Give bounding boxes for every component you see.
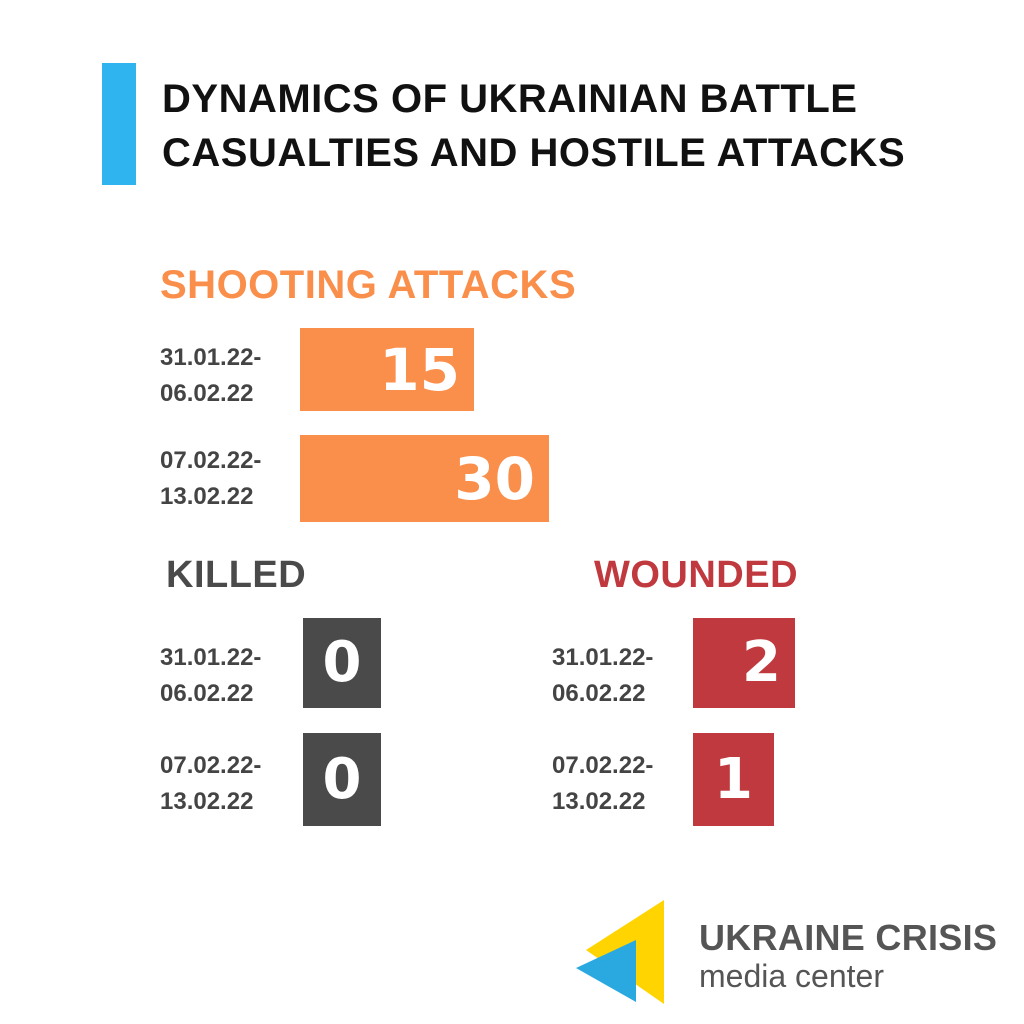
period-start: 07.02.22-	[160, 752, 262, 779]
period-start: 31.01.22-	[160, 644, 262, 671]
ukraine-crisis-media-center-logo: UKRAINE CRISIS media center	[576, 900, 998, 1010]
shooting-value-week-2: 30	[454, 444, 535, 513]
killed-box-week-2: 0	[303, 733, 381, 826]
killed-value-week-1: 0	[322, 630, 362, 695]
period-end: 06.02.22	[160, 380, 254, 407]
shooting-bar-week-1: 15	[300, 328, 474, 411]
period-start: 31.01.22-	[160, 344, 262, 371]
period-end: 13.02.22	[160, 788, 254, 815]
wounded-value-week-1: 2	[742, 630, 781, 695]
wounded-box-week-2: 1	[693, 733, 774, 826]
page-title: DYNAMICS OF UKRAINIAN BATTLE CASUALTIES …	[162, 72, 992, 180]
killed-row-2-label: 07.02.22- 13.02.22	[160, 748, 261, 820]
shooting-row-2-label: 07.02.22- 13.02.22	[160, 443, 261, 515]
shooting-row-1-label: 31.01.22- 06.02.22	[160, 340, 261, 412]
killed-box-week-1: 0	[303, 618, 381, 708]
logo-text-line-2: media center	[699, 958, 884, 994]
period-start: 07.02.22-	[160, 447, 262, 474]
title-line-2: CASUALTIES AND HOSTILE ATTACKS	[162, 131, 906, 175]
title-accent-bar	[102, 63, 136, 185]
period-start: 07.02.22-	[552, 752, 654, 779]
logo-text-line-1: UKRAINE CRISIS	[699, 917, 998, 958]
logo-triangles-icon	[576, 900, 664, 1004]
killed-row-1-label: 31.01.22- 06.02.22	[160, 640, 261, 712]
period-start: 31.01.22-	[552, 644, 654, 671]
wounded-row-2-label: 07.02.22- 13.02.22	[552, 748, 653, 820]
wounded-value-week-2: 1	[714, 746, 753, 812]
period-end: 13.02.22	[160, 483, 254, 510]
killed-value-week-2: 0	[322, 746, 362, 812]
wounded-heading: WOUNDED	[594, 554, 799, 596]
shooting-bar-week-2: 30	[300, 435, 549, 522]
shooting-attacks-heading: SHOOTING ATTACKS	[160, 263, 577, 307]
wounded-box-week-1: 2	[693, 618, 795, 708]
title-line-1: DYNAMICS OF UKRAINIAN BATTLE	[162, 77, 858, 121]
wounded-row-1-label: 31.01.22- 06.02.22	[552, 640, 653, 712]
period-end: 06.02.22	[552, 680, 646, 707]
killed-heading: KILLED	[166, 554, 307, 596]
shooting-value-week-1: 15	[379, 335, 460, 404]
period-end: 06.02.22	[160, 680, 254, 707]
period-end: 13.02.22	[552, 788, 646, 815]
